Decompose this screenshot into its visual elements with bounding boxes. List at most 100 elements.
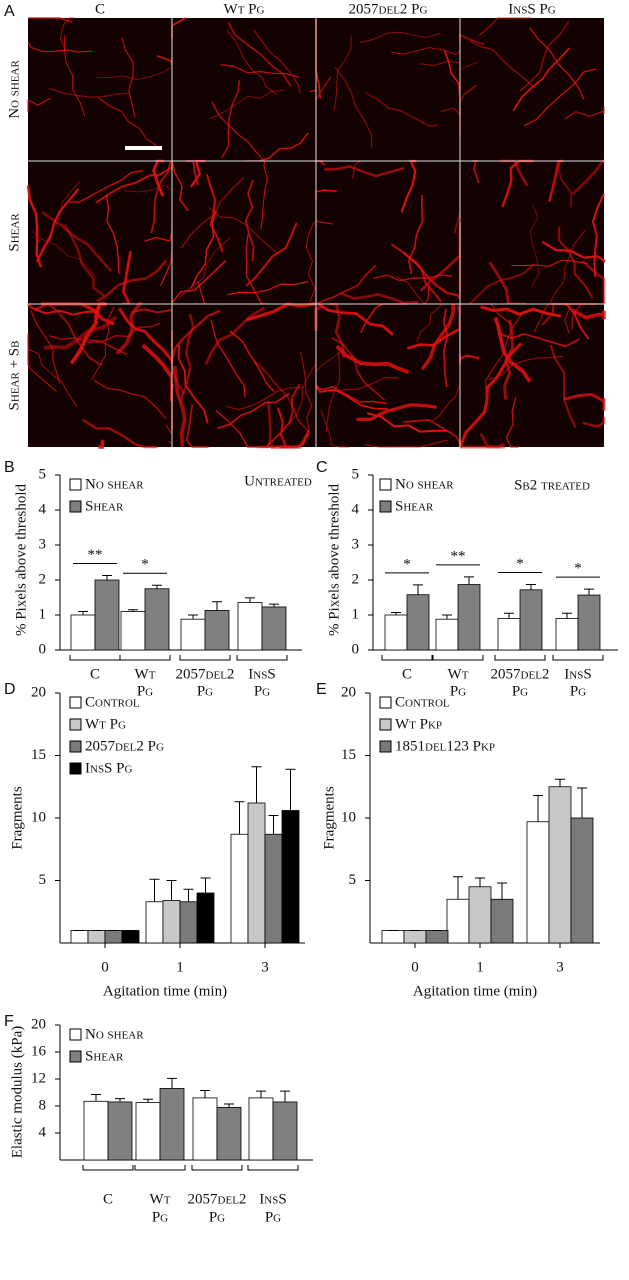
cell-edge bbox=[27, 334, 57, 393]
panel-label: F bbox=[4, 1013, 14, 1030]
bar bbox=[468, 886, 492, 944]
legend-swatch bbox=[379, 740, 392, 753]
error-bar bbox=[78, 611, 88, 615]
cell-edge bbox=[364, 439, 448, 448]
cell-edge bbox=[118, 307, 174, 362]
cell-edge bbox=[217, 392, 290, 430]
cell-edge bbox=[205, 174, 224, 253]
x-tick-label: Pg bbox=[512, 683, 528, 699]
cell-edge bbox=[229, 330, 275, 393]
legend-label: Shear bbox=[85, 1048, 124, 1064]
cell-edge bbox=[325, 352, 341, 433]
cell-edge bbox=[485, 313, 523, 392]
cell-edge bbox=[366, 412, 448, 433]
error-bar bbox=[245, 597, 255, 603]
cell-edge bbox=[505, 397, 519, 448]
error-bar bbox=[200, 1089, 210, 1098]
error-bar bbox=[555, 778, 565, 787]
cell-edge bbox=[69, 170, 144, 204]
error-bar bbox=[102, 574, 112, 580]
legend-label: Control bbox=[395, 694, 450, 710]
legend-swatch bbox=[379, 718, 392, 731]
cell-edge bbox=[98, 97, 161, 149]
x-tick-label: Pg bbox=[254, 683, 270, 699]
x-tick-label: 0 bbox=[411, 959, 419, 975]
y-tick-label: 1 bbox=[352, 606, 360, 622]
y-tick-label: 3 bbox=[39, 536, 47, 552]
bar bbox=[570, 817, 594, 944]
cell-edge bbox=[26, 185, 43, 268]
cell-edge bbox=[215, 409, 276, 448]
x-tick-label: C bbox=[90, 666, 100, 682]
chart-title: Sb2 treated bbox=[514, 477, 590, 493]
y-tick-label: 12 bbox=[31, 1070, 46, 1086]
cell-edge bbox=[253, 29, 301, 94]
bar bbox=[446, 898, 470, 944]
error-bar bbox=[577, 787, 587, 818]
cell-edge bbox=[49, 335, 128, 356]
y-tick-label: 15 bbox=[341, 747, 356, 763]
cell-edge bbox=[340, 292, 419, 305]
row-label: No shear bbox=[6, 60, 22, 119]
legend-label: Wt Pkp bbox=[395, 716, 442, 732]
bar bbox=[384, 614, 408, 651]
cell-edge bbox=[150, 160, 172, 234]
error-bar bbox=[251, 766, 262, 803]
cell-edge bbox=[359, 31, 441, 44]
y-axis-label: Fragments bbox=[321, 786, 337, 849]
bar bbox=[261, 606, 287, 651]
cell-edge bbox=[190, 209, 217, 289]
row-label: Shear bbox=[6, 213, 22, 252]
bar bbox=[247, 802, 266, 944]
micrograph bbox=[28, 304, 172, 447]
x-tick-label: Wt bbox=[135, 666, 156, 682]
cell-edge bbox=[488, 355, 563, 381]
bar bbox=[381, 930, 405, 944]
cell-edge bbox=[333, 35, 352, 111]
bar bbox=[435, 618, 459, 651]
x-tick-label: InsS bbox=[564, 666, 591, 682]
cell-edge bbox=[27, 303, 100, 316]
error-bar bbox=[464, 576, 474, 585]
y-tick-label: 16 bbox=[31, 1043, 47, 1059]
y-tick-label: 0 bbox=[39, 641, 47, 657]
error-bar bbox=[234, 801, 245, 835]
legend-label: Shear bbox=[85, 498, 124, 514]
cell-edge bbox=[182, 313, 195, 395]
error-bar bbox=[526, 584, 536, 590]
micrograph bbox=[28, 161, 172, 304]
error-bar bbox=[584, 588, 594, 596]
x-tick-label: C bbox=[103, 1191, 113, 1207]
x-tick-label: Pg bbox=[137, 683, 153, 699]
cell-edge bbox=[407, 194, 424, 275]
error-bar bbox=[497, 882, 507, 900]
legend-swatch bbox=[69, 740, 82, 753]
significance-label: * bbox=[141, 557, 149, 573]
cell-edge bbox=[503, 319, 515, 400]
y-tick-label: 5 bbox=[39, 872, 47, 888]
cell-edge bbox=[592, 193, 605, 277]
cell-edge bbox=[96, 259, 168, 303]
x-tick-label: 2057del2 bbox=[176, 666, 235, 682]
error-bar bbox=[115, 1098, 125, 1102]
cell-edge bbox=[317, 302, 394, 336]
cell-edge bbox=[47, 303, 103, 367]
error-bar bbox=[256, 1090, 266, 1098]
error-bar bbox=[149, 878, 160, 902]
category-bracket bbox=[432, 655, 484, 661]
legend-swatch bbox=[379, 696, 392, 709]
y-tick-label: 20 bbox=[31, 684, 46, 700]
micrograph bbox=[316, 161, 460, 304]
cell-edge bbox=[226, 30, 278, 96]
x-tick-label: Pg bbox=[450, 683, 466, 699]
category-bracket bbox=[494, 655, 546, 661]
cell-edge bbox=[331, 336, 386, 401]
x-tick-label: Wt bbox=[150, 1191, 171, 1207]
significance-label: ** bbox=[451, 548, 466, 564]
cell-edge bbox=[59, 17, 75, 53]
significance-label: * bbox=[574, 561, 582, 577]
bar bbox=[107, 1101, 133, 1161]
legend-swatch bbox=[379, 500, 392, 513]
error-bar bbox=[212, 601, 222, 611]
